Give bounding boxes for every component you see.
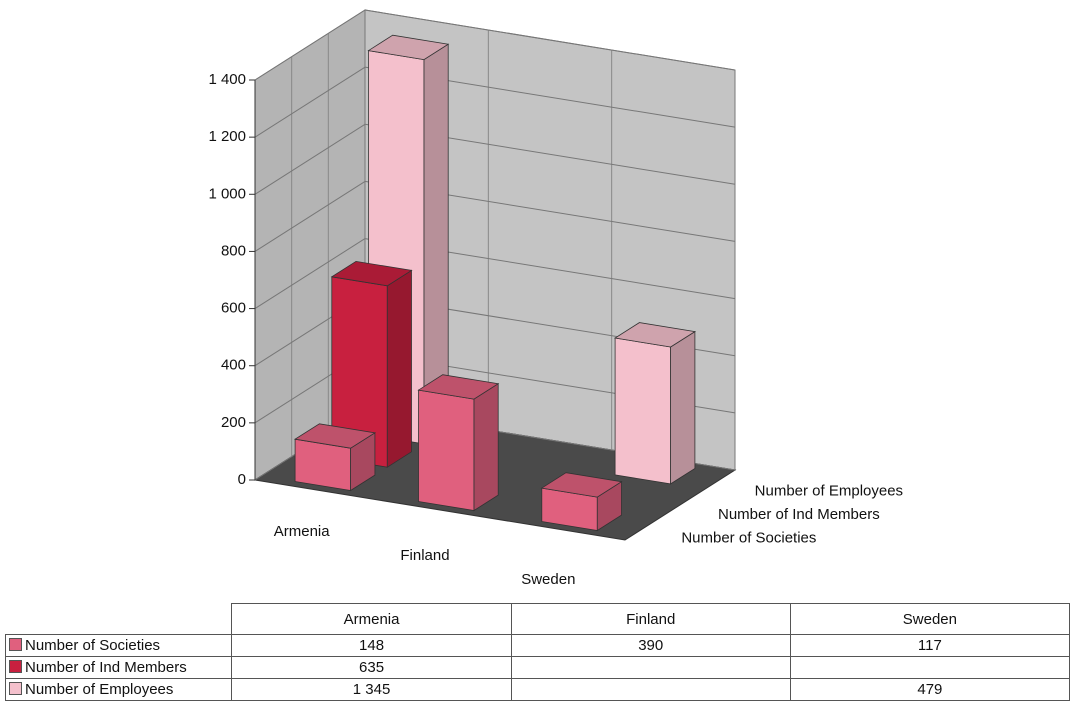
value-cell: 1 345 (231, 678, 512, 701)
grid-line (254, 123, 366, 195)
x-tick-label: Finland (400, 547, 449, 564)
grid-line (364, 9, 736, 71)
y-tick-label: 800 (221, 242, 246, 259)
bar-top (330, 260, 413, 287)
bar-side (670, 330, 696, 485)
corner-cell (5, 603, 233, 635)
legend-label: Number of Employees (25, 681, 174, 698)
header-cell: Sweden (789, 603, 1070, 635)
value-cell: 635 (231, 656, 512, 679)
bar (540, 472, 623, 532)
y-tick-label: 0 (238, 471, 246, 488)
legend-swatch (9, 638, 22, 651)
value-cell (510, 678, 791, 701)
value-cell: 148 (231, 634, 512, 657)
x-tick-label: Armenia (274, 523, 331, 540)
grid-line (254, 181, 366, 252)
y-tick-label: 400 (221, 357, 246, 374)
table-header-row: Armenia Finland Sweden (5, 603, 1070, 635)
table-row: Number of Ind Members 635 (4, 656, 1070, 679)
bar (417, 374, 500, 512)
bar-top (417, 374, 500, 400)
y-tick-label: 1 400 (208, 71, 246, 88)
bar (330, 260, 413, 468)
x-tick-label: Sweden (521, 571, 575, 588)
legend-label: Number of Ind Members (25, 659, 187, 676)
data-table: Armenia Finland Sweden Number of Societies 1… (4, 603, 1070, 701)
y-tick-label: 1 000 (208, 185, 246, 202)
series-label: Number of Employees (755, 483, 903, 500)
legend-swatch (9, 660, 22, 673)
chart: 0 200 400 600 800 1 000 1 200 1 400 Armenia Finla… (208, 9, 903, 588)
bar-top (367, 34, 450, 61)
legend-label: Number of Societies (25, 637, 161, 654)
table-row: Number of Employees 1 345 479 (4, 678, 1070, 701)
row-label: Number of Employees (4, 678, 233, 701)
table-row: Number of Societies 148 390 117 (4, 634, 1070, 657)
bar (613, 322, 697, 485)
grid-line (254, 66, 366, 138)
row-label: Number of Ind Members (4, 656, 233, 679)
y-tick-label: 600 (221, 300, 246, 317)
value-cell: 479 (789, 678, 1070, 701)
value-cell: 117 (789, 634, 1070, 657)
bar-side (473, 382, 499, 512)
bar-top (293, 423, 377, 449)
bar-top (613, 322, 697, 348)
value-cell (789, 656, 1070, 679)
bar (293, 423, 377, 492)
y-tick-label: 200 (221, 414, 246, 431)
bar-front (418, 389, 475, 511)
y-tick-label: 1 200 (208, 128, 246, 145)
grid-line (254, 238, 366, 309)
value-cell (510, 656, 791, 679)
bar-front (614, 337, 671, 485)
series-label: Number of Societies (681, 529, 816, 546)
header-cell: Armenia (231, 603, 512, 635)
legend-swatch (9, 682, 22, 695)
bar-side (386, 269, 412, 468)
series-label: Number of Ind Members (718, 506, 880, 523)
value-cell: 390 (510, 634, 791, 657)
header-cell: Finland (510, 603, 791, 635)
row-label: Number of Societies (4, 634, 233, 657)
bar-top (540, 472, 623, 498)
grid-line (254, 9, 366, 81)
